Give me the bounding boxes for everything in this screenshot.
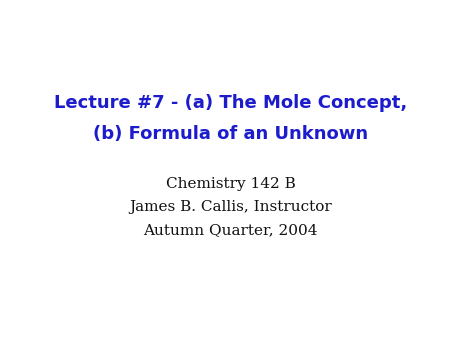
Text: Autumn Quarter, 2004: Autumn Quarter, 2004	[144, 223, 318, 238]
Text: James B. Callis, Instructor: James B. Callis, Instructor	[129, 200, 332, 214]
Text: (b) Formula of an Unknown: (b) Formula of an Unknown	[93, 125, 368, 143]
Text: Lecture #7 - (a) The Mole Concept,: Lecture #7 - (a) The Mole Concept,	[54, 94, 407, 112]
Text: Chemistry 142 B: Chemistry 142 B	[166, 177, 296, 191]
